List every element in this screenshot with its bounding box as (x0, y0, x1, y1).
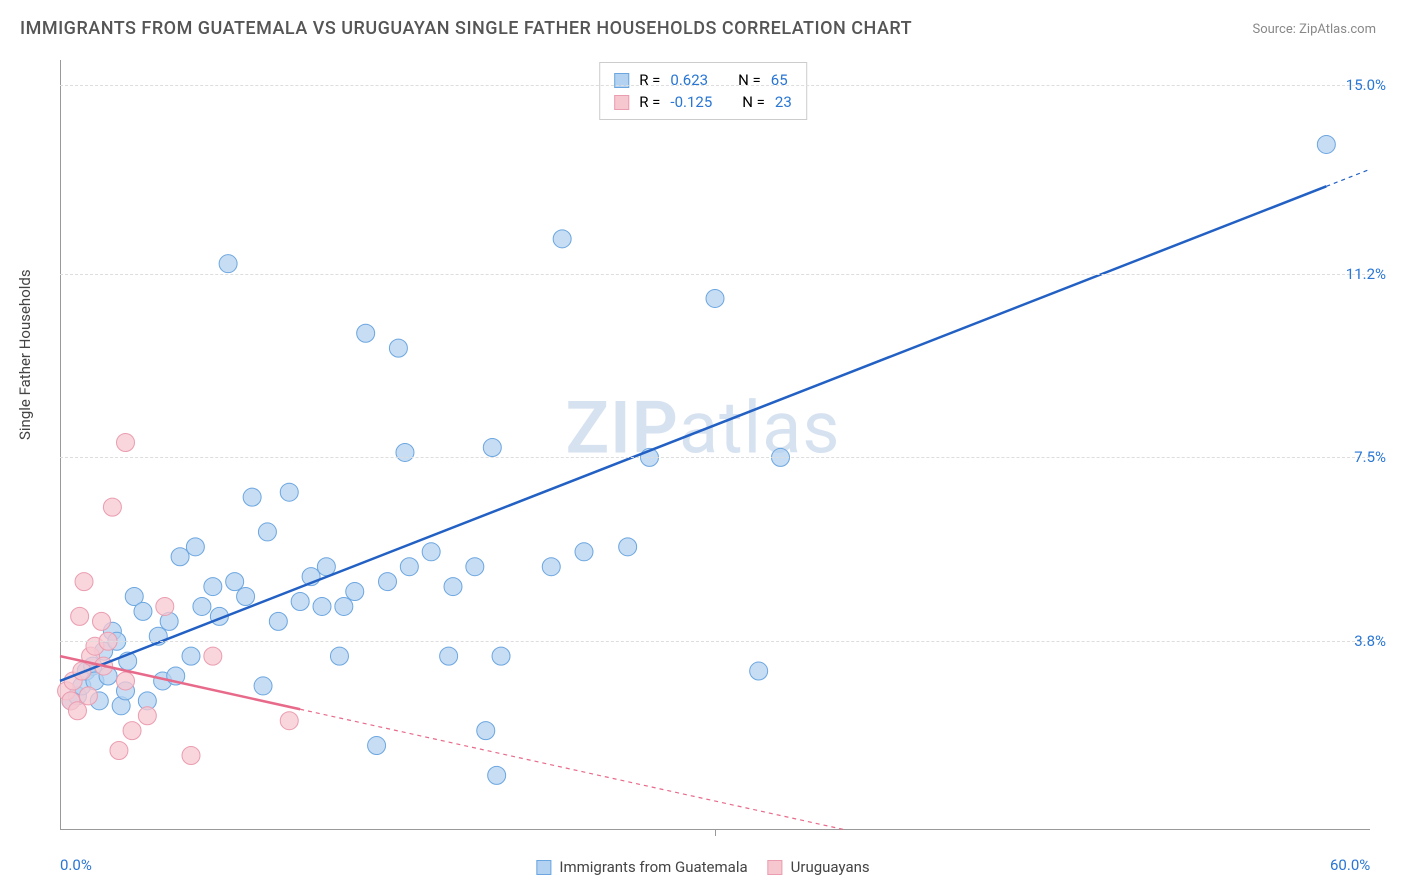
plot-svg (60, 60, 1370, 830)
data-point (280, 712, 298, 730)
data-point (182, 746, 200, 764)
data-point (103, 498, 121, 516)
y-tick-label: 3.8% (1354, 632, 1386, 650)
data-point (553, 230, 571, 248)
data-point (186, 538, 204, 556)
chart-title: IMMIGRANTS FROM GUATEMALA VS URUGUAYAN S… (20, 18, 912, 39)
data-point (156, 597, 174, 615)
data-point (422, 543, 440, 561)
data-point (368, 737, 386, 755)
data-point (117, 672, 135, 690)
data-point (483, 438, 501, 456)
data-point (330, 647, 348, 665)
data-point (117, 434, 135, 452)
data-point (110, 742, 128, 760)
x-tick-label: 0.0% (60, 856, 92, 874)
trend-line (60, 186, 1326, 681)
gridline (60, 85, 1370, 86)
data-point (123, 722, 141, 740)
n-value: 65 (771, 71, 788, 89)
legend-item-1: Uruguayans (768, 858, 870, 876)
gridline (60, 274, 1370, 275)
legend-swatch-1 (614, 95, 629, 110)
data-point (204, 647, 222, 665)
data-point (138, 707, 156, 725)
legend-row-1: R = -0.125 N = 23 (614, 91, 792, 113)
data-point (400, 558, 418, 576)
data-point (269, 612, 287, 630)
data-point (171, 548, 189, 566)
legend-label: Immigrants from Guatemala (559, 858, 747, 876)
y-tick-label: 7.5% (1354, 448, 1386, 466)
legend-swatch-series-0 (536, 860, 551, 875)
data-point (492, 647, 510, 665)
legend-label: Uruguayans (791, 858, 870, 876)
data-point (706, 289, 724, 307)
legend-correlation: R = 0.623 N = 65 R = -0.125 N = 23 (599, 62, 807, 120)
data-point (488, 766, 506, 784)
data-point (542, 558, 560, 576)
legend-swatch-series-1 (768, 860, 783, 875)
n-value: 23 (775, 93, 792, 111)
data-point (134, 602, 152, 620)
n-label: N = (738, 71, 761, 89)
r-value: 0.623 (670, 71, 708, 89)
data-point (357, 324, 375, 342)
data-point (575, 543, 593, 561)
data-point (243, 488, 261, 506)
data-point (477, 722, 495, 740)
data-point (280, 483, 298, 501)
data-point (92, 612, 110, 630)
data-point (226, 573, 244, 591)
data-point (182, 647, 200, 665)
data-point (291, 592, 309, 610)
data-point (313, 597, 331, 615)
data-point (79, 687, 97, 705)
data-point (237, 588, 255, 606)
r-value: -0.125 (670, 93, 712, 111)
data-point (254, 677, 272, 695)
data-point (1317, 135, 1335, 153)
y-axis-label: Single Father Households (16, 269, 34, 440)
trend-line-extension (1326, 169, 1370, 186)
legend-row-0: R = 0.623 N = 65 (614, 69, 792, 91)
data-point (75, 573, 93, 591)
data-point (317, 558, 335, 576)
r-label: R = (639, 93, 660, 111)
data-point (466, 558, 484, 576)
data-point (219, 255, 237, 273)
data-point (204, 578, 222, 596)
trend-line-extension (300, 709, 846, 830)
y-tick-label: 11.2% (1346, 265, 1386, 283)
y-tick-label: 15.0% (1346, 76, 1386, 94)
chart-container: IMMIGRANTS FROM GUATEMALA VS URUGUAYAN S… (0, 0, 1406, 892)
gridline (60, 641, 1370, 642)
x-tick-mark (715, 830, 716, 836)
data-point (346, 583, 364, 601)
data-point (440, 647, 458, 665)
r-label: R = (639, 71, 660, 89)
data-point (193, 597, 211, 615)
data-point (444, 578, 462, 596)
data-point (71, 607, 89, 625)
legend-item-0: Immigrants from Guatemala (536, 858, 747, 876)
source-label: Source: ZipAtlas.com (1252, 22, 1376, 37)
data-point (396, 443, 414, 461)
data-point (379, 573, 397, 591)
data-point (389, 339, 407, 357)
legend-series: Immigrants from Guatemala Uruguayans (536, 858, 869, 876)
gridline (60, 457, 1370, 458)
n-label: N = (742, 93, 765, 111)
data-point (750, 662, 768, 680)
x-tick-label: 60.0% (1330, 856, 1370, 874)
data-point (258, 523, 276, 541)
data-point (619, 538, 637, 556)
data-point (68, 702, 86, 720)
data-point (335, 597, 353, 615)
